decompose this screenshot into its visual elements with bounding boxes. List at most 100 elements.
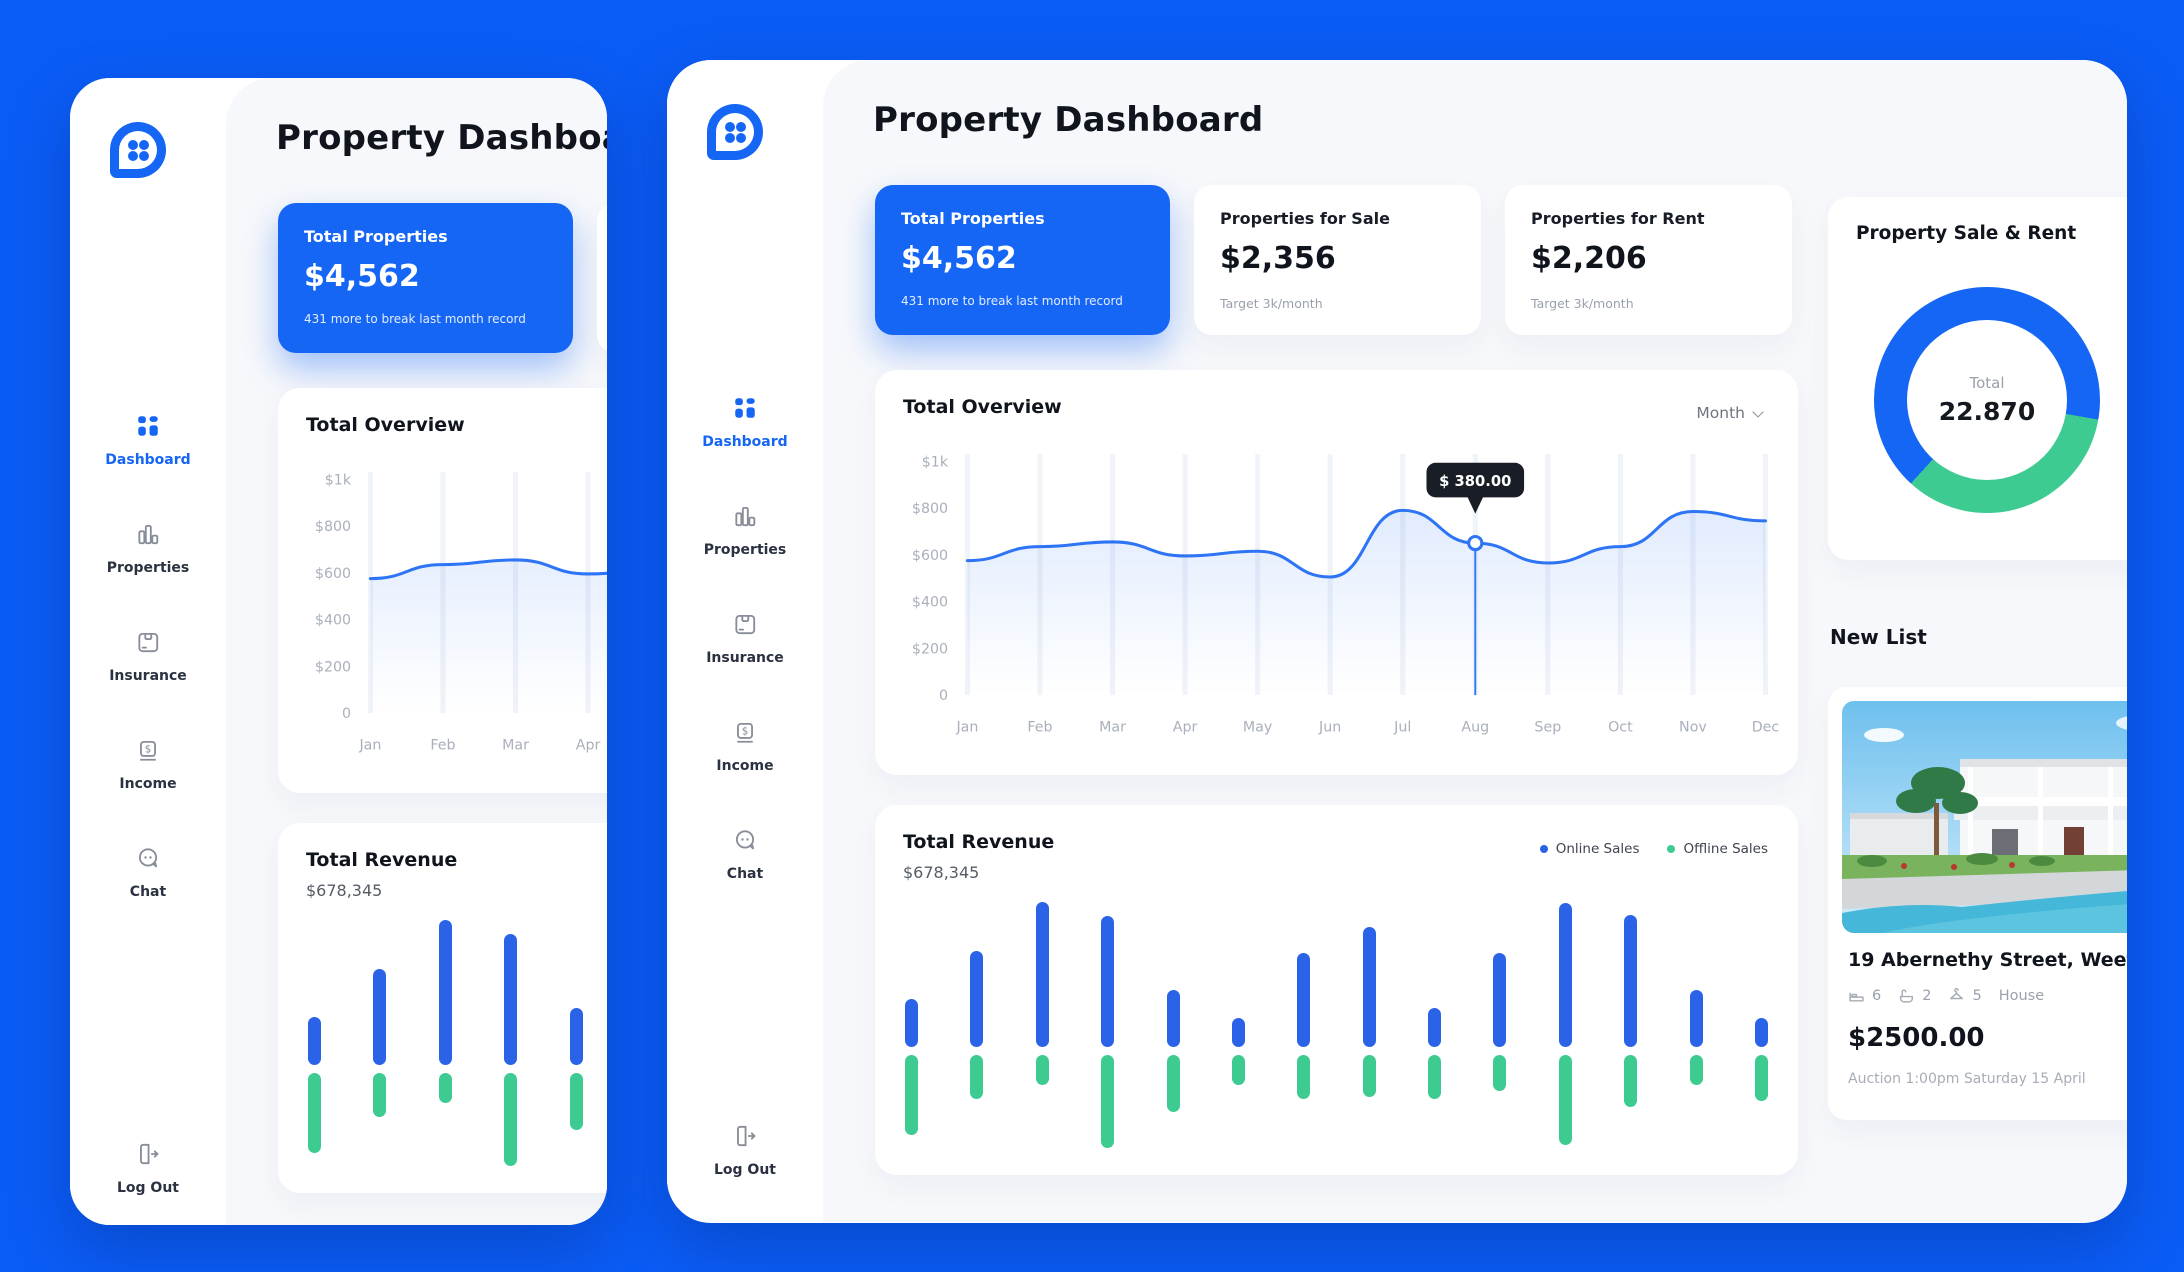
app-logo[interactable]: [707, 104, 763, 160]
chevron-down-icon: [1752, 405, 1764, 418]
stat-label: Total Properties: [901, 209, 1045, 228]
donut-center: Total 22.870: [1907, 320, 2067, 480]
total-revenue-card: Total Revenue $678,345 Online Sales Offl…: [278, 823, 607, 1193]
sidebar-item-income[interactable]: $ Income: [716, 719, 774, 774]
stats-row: Total Properties $4,562 431 more to brea…: [875, 185, 1792, 335]
sidebar-nav: Dashboard Properties Insurance $: [70, 413, 226, 900]
stat-label: Total Properties: [304, 227, 448, 246]
sidebar-item-properties[interactable]: Properties: [704, 503, 786, 558]
dashboard-grid-icon: [135, 413, 161, 443]
stat-note: 431 more to break last month record: [901, 294, 1123, 308]
main-content: Property Dashboard Total Properties $4,5…: [823, 60, 2127, 1222]
logout-button[interactable]: Log Out: [667, 1123, 823, 1178]
stat-note: Target 3k/month: [1220, 296, 1323, 311]
stat-total-properties: Total Properties $4,562 431 more to brea…: [278, 203, 573, 353]
property-dashboard: Dashboard Properties Insurance $: [667, 60, 2127, 1222]
svg-text:Feb: Feb: [430, 738, 455, 754]
revenue-title: Total Revenue: [306, 849, 458, 871]
app-logo[interactable]: [110, 122, 166, 178]
sidebar-item-insurance[interactable]: Insurance: [706, 611, 784, 666]
svg-text:Jan: Jan: [358, 738, 381, 754]
period-selector[interactable]: Month: [1696, 404, 1764, 422]
logo-pin-icon: [110, 122, 166, 178]
svg-text:Jun: Jun: [1318, 720, 1341, 736]
period-label: Month: [1696, 404, 1745, 422]
listing-price: $2500.00: [1848, 1023, 1985, 1053]
sidebar-item-chat[interactable]: Chat: [727, 827, 763, 882]
sale-rent-donut-chart: Total 22.870: [1874, 287, 2100, 513]
sidebar-item-label: Insurance: [706, 650, 784, 666]
stat-value: $2,356: [1220, 241, 1336, 276]
revenue-legend: Online Sales Offline Sales: [1539, 841, 1768, 857]
revenue-bar-pair: [1231, 897, 1245, 1155]
new-list-title: New List: [1830, 625, 1927, 649]
listing-card[interactable]: 19 Abernethy Street, Weetan 6 2 5: [1828, 687, 2127, 1120]
insurance-box-icon: [732, 611, 758, 641]
sidebar-nav: Dashboard Properties Insurance $: [667, 395, 823, 882]
beds-feature: 6: [1848, 987, 1881, 1004]
svg-text:Apr: Apr: [1173, 720, 1198, 736]
svg-text:$800: $800: [315, 519, 351, 535]
sidebar: Dashboard Properties Insurance $: [667, 60, 823, 1222]
hanger-icon: [1950, 987, 1964, 1000]
sidebar-item-properties[interactable]: Properties: [106, 521, 190, 576]
logout-label: Log Out: [117, 1180, 179, 1196]
svg-text:$800: $800: [912, 501, 948, 517]
dashboard-card-right: Dashboard Properties Insurance $: [667, 60, 2127, 1223]
stat-properties-for-sale: Properties for Sale $2,356 Target 3k/mon…: [1194, 185, 1481, 335]
stat-note: 431 more to break last month record: [304, 312, 526, 326]
svg-text:Feb: Feb: [1027, 720, 1052, 736]
stat-note: Target 3k/month: [1531, 296, 1634, 311]
stat-properties-for-rent: Properties for Rent $2,206 Target 3k/mon…: [1505, 185, 1792, 335]
spaces-count: 5: [1972, 987, 1982, 1004]
listing-type: House: [1998, 987, 2045, 1004]
legend-online-sales: Online Sales: [1539, 841, 1639, 857]
sidebar-item-chat[interactable]: Chat: [130, 845, 166, 900]
stat-value: $4,562: [304, 259, 420, 294]
legend-label: Offline Sales: [1683, 841, 1768, 857]
sidebar-item-label: Dashboard: [702, 434, 788, 450]
overview-title: Total Overview: [903, 396, 1062, 418]
sidebar-item-income[interactable]: $ Income: [119, 737, 177, 792]
sidebar-item-label: Properties: [106, 560, 190, 576]
sidebar-item-label: Income: [716, 758, 774, 774]
logout-icon: [135, 1141, 161, 1171]
sidebar-item-label: Dashboard: [105, 452, 191, 468]
stat-value: $4,562: [901, 241, 1017, 276]
dashboard-grid-icon: [732, 395, 758, 425]
chat-bubble-icon: [732, 827, 758, 857]
sidebar-item-label: Chat: [726, 866, 764, 882]
stat-total-properties: Total Properties $4,562 431 more to brea…: [875, 185, 1170, 335]
income-cash-icon: $: [732, 719, 758, 749]
svg-text:$1k: $1k: [325, 472, 352, 488]
revenue-bar-pair: [1624, 897, 1638, 1155]
chat-bubble-icon: [135, 845, 161, 875]
svg-text:Apr: Apr: [576, 738, 601, 754]
stat-label: Properties for Sale: [1220, 209, 1390, 228]
revenue-bar-pair: [569, 915, 583, 1173]
svg-text:$200: $200: [315, 659, 351, 675]
logo-pin-icon: [707, 104, 763, 160]
stat-properties-for-sale: Properties for Sale $2,356 Target 3k/mon…: [597, 203, 607, 353]
revenue-total: $678,345: [306, 881, 383, 900]
revenue-bar-pair: [1689, 897, 1703, 1155]
bed-icon: [1849, 992, 1864, 1002]
donut-center-value: 22.870: [1938, 397, 2036, 426]
revenue-bar-pair: [1428, 897, 1441, 1155]
sidebar-item-insurance[interactable]: Insurance: [109, 629, 187, 684]
svg-text:Nov: Nov: [1679, 720, 1707, 736]
sidebar-item-dashboard[interactable]: Dashboard: [702, 395, 788, 450]
logout-button[interactable]: Log Out: [70, 1141, 226, 1196]
sidebar-item-dashboard[interactable]: Dashboard: [105, 413, 191, 468]
revenue-bar-pair: [373, 915, 387, 1173]
revenue-bar-pair: [1297, 897, 1311, 1155]
svg-text:Dec: Dec: [1752, 720, 1780, 736]
svg-text:$ 380.00: $ 380.00: [1439, 473, 1511, 490]
svg-text:$600: $600: [912, 548, 948, 564]
revenue-bar-pair: [1558, 897, 1572, 1155]
revenue-bars-chart: [308, 915, 607, 1173]
stat-value: $2,206: [1531, 241, 1647, 276]
svg-text:Sep: Sep: [1534, 720, 1561, 736]
bath-icon: [1900, 989, 1914, 1003]
